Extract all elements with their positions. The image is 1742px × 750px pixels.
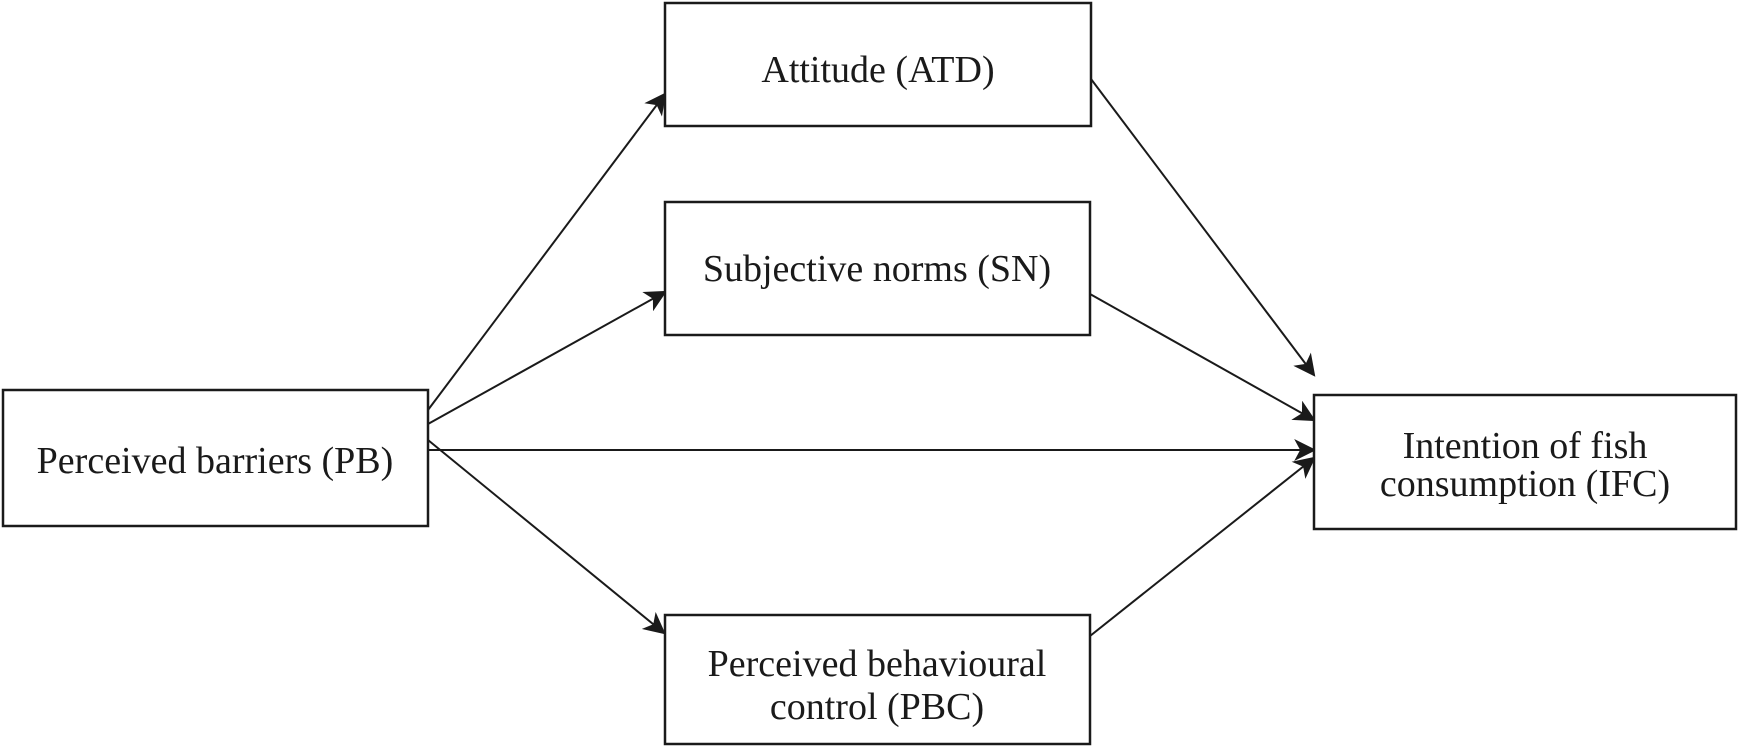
svg-text:consumption (IFC): consumption (IFC) <box>1380 463 1670 505</box>
svg-text:Perceived barriers (PB): Perceived barriers (PB) <box>37 440 394 482</box>
svg-text:control (PBC): control (PBC) <box>770 686 984 728</box>
svg-text:Perceived behavioural: Perceived behavioural <box>708 643 1047 685</box>
svg-text:Subjective norms (SN): Subjective norms (SN) <box>703 248 1051 290</box>
svg-text:Attitude (ATD): Attitude (ATD) <box>761 49 994 91</box>
svg-text:Intention of fish: Intention of fish <box>1403 425 1648 467</box>
